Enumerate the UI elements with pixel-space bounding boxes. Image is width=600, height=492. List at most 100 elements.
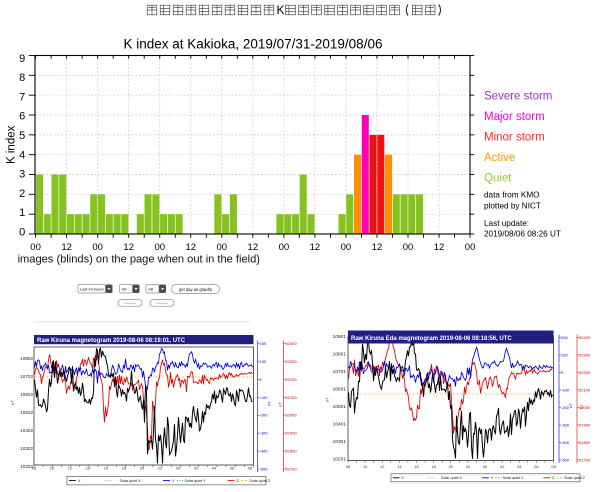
svg-text:0: 0 <box>19 226 25 238</box>
svg-text:nT: nT <box>267 401 272 406</box>
svg-text:02: 02 <box>500 464 505 469</box>
svg-text:52100: 52100 <box>286 395 298 400</box>
svg-text:Z: Z <box>237 479 240 483</box>
svg-text:Last 24 hours: Last 24 hours <box>80 287 104 292</box>
svg-text:12: 12 <box>185 242 196 253</box>
svg-text:00: 00 <box>30 242 41 253</box>
svg-text:1: 1 <box>19 207 25 219</box>
svg-text:12: 12 <box>248 242 259 253</box>
svg-text:12: 12 <box>123 242 134 253</box>
svg-text:16: 16 <box>414 464 419 469</box>
svg-text:Z: Z <box>552 476 555 480</box>
svg-text:00: 00 <box>403 242 414 253</box>
svg-text:08: 08 <box>122 287 127 292</box>
svg-text:12: 12 <box>68 466 73 471</box>
svg-text:nT: nT <box>278 402 283 407</box>
svg-text:51800: 51800 <box>579 440 591 445</box>
svg-text:08: 08 <box>551 464 556 469</box>
svg-text:10901: 10901 <box>333 334 347 340</box>
svg-text:nT: nT <box>10 400 15 405</box>
svg-text:51900: 51900 <box>579 423 591 428</box>
svg-text:8: 8 <box>19 72 25 84</box>
svg-text:Major storm: Major storm <box>484 111 545 123</box>
svg-text:10202: 10202 <box>20 464 33 469</box>
svg-text:51900: 51900 <box>286 431 298 436</box>
svg-text:10: 10 <box>50 466 55 471</box>
svg-text:52100: 52100 <box>579 388 591 393</box>
svg-text:10502: 10502 <box>20 410 33 415</box>
svg-text:18: 18 <box>431 464 436 469</box>
svg-text:00: 00 <box>341 242 352 253</box>
svg-text:10601: 10601 <box>333 387 347 393</box>
svg-text:00: 00 <box>92 242 103 253</box>
svg-text:08: 08 <box>32 466 37 471</box>
svg-text:06: 06 <box>230 466 235 471</box>
svg-text:52200: 52200 <box>286 377 298 382</box>
svg-text:16: 16 <box>104 466 109 471</box>
svg-text:X: X <box>401 476 404 480</box>
svg-text:20: 20 <box>449 464 454 469</box>
svg-text:data from KMO: data from KMO <box>484 191 540 200</box>
svg-text:10302: 10302 <box>20 446 33 451</box>
svg-text:10702: 10702 <box>20 374 33 379</box>
svg-text:nT: nT <box>325 397 330 402</box>
svg-text:52400: 52400 <box>579 335 591 340</box>
svg-text:52000: 52000 <box>579 405 591 410</box>
svg-text:52400: 52400 <box>286 341 298 346</box>
svg-text:K index: K index <box>6 125 18 164</box>
svg-text:52000: 52000 <box>286 413 298 418</box>
svg-text:12: 12 <box>372 242 383 253</box>
svg-text:Y: Y <box>491 476 494 480</box>
svg-text:-400: -400 <box>260 449 269 454</box>
svg-text:images (blinds) on the page wh: images (blinds) on the page when out in … <box>18 253 260 265</box>
svg-text:08: 08 <box>248 466 253 471</box>
svg-text:-300: -300 <box>561 423 570 428</box>
svg-text:12: 12 <box>380 464 385 469</box>
svg-text:-100: -100 <box>260 395 269 400</box>
svg-text:-400: -400 <box>561 440 570 445</box>
svg-text:00: 00 <box>217 242 228 253</box>
svg-text:200: 200 <box>561 335 568 340</box>
svg-text:10201: 10201 <box>333 456 347 462</box>
svg-text:-500: -500 <box>561 458 570 463</box>
svg-text:22: 22 <box>158 466 163 471</box>
svg-text:04: 04 <box>212 466 217 471</box>
svg-text:Severe storm: Severe storm <box>484 91 552 103</box>
svg-text:———: ——— <box>125 301 136 305</box>
svg-text:12: 12 <box>310 242 321 253</box>
svg-text:10801: 10801 <box>333 352 347 358</box>
svg-text:6: 6 <box>19 111 25 123</box>
svg-text:52300: 52300 <box>579 353 591 358</box>
svg-text:51700: 51700 <box>286 467 298 472</box>
svg-text:Solar quiet X: Solar quiet X <box>120 479 142 483</box>
svg-text:12: 12 <box>434 242 445 253</box>
svg-text:Solar quiet Z: Solar quiet Z <box>249 479 271 483</box>
svg-text:14: 14 <box>86 466 91 471</box>
svg-text:10: 10 <box>363 464 368 469</box>
svg-text:20: 20 <box>140 466 145 471</box>
svg-text:2: 2 <box>19 188 25 200</box>
svg-text:Raw Kiruna magnetogram 2019-08: Raw Kiruna magnetogram 2019-08-06 08:19:… <box>37 338 186 344</box>
svg-text:Raw Kiruna Eda magnetogram 201: Raw Kiruna Eda magnetogram 2019-08-06 08… <box>351 336 512 342</box>
svg-text:10701: 10701 <box>333 369 347 375</box>
svg-text:08: 08 <box>346 464 351 469</box>
svg-text:0: 0 <box>260 377 263 382</box>
svg-text:08: 08 <box>149 287 154 292</box>
svg-text:Minor storm: Minor storm <box>484 132 545 144</box>
svg-text:9: 9 <box>19 53 25 65</box>
svg-text:Last update:: Last update: <box>484 219 529 228</box>
svg-text:X: X <box>78 479 81 483</box>
svg-text:-300: -300 <box>260 431 269 436</box>
svg-text:10501: 10501 <box>333 404 347 410</box>
svg-text:10802: 10802 <box>20 356 33 361</box>
svg-text:-100: -100 <box>561 388 570 393</box>
svg-text:5: 5 <box>19 130 25 142</box>
svg-text:02: 02 <box>194 466 199 471</box>
svg-text:18: 18 <box>122 466 127 471</box>
svg-text:K index at Kakioka, 2019/07/31: K index at Kakioka, 2019/07/31-2019/08/0… <box>124 37 383 52</box>
svg-text:Solar quiet X: Solar quiet X <box>441 476 463 480</box>
svg-text:0: 0 <box>561 370 564 375</box>
svg-text:7: 7 <box>19 91 25 103</box>
svg-text:Y: Y <box>172 479 175 483</box>
svg-text:4: 4 <box>19 149 25 161</box>
